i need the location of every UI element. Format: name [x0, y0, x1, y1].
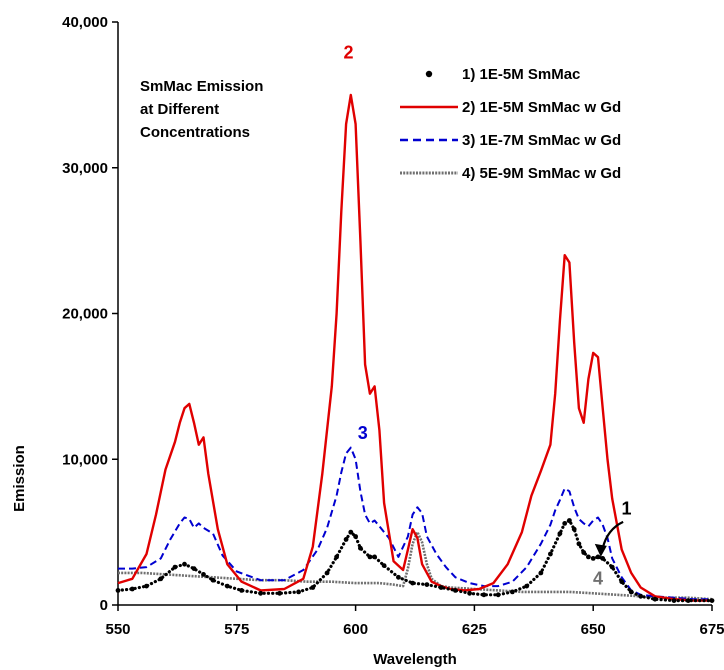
- series-1-point: [581, 550, 587, 555]
- peak-label-2: 2: [343, 42, 353, 62]
- legend-item-2: 2) 1E-5M SmMac w Gd: [400, 99, 621, 116]
- series-1-point: [324, 570, 330, 576]
- series-1-point: [609, 564, 615, 570]
- x-tick-label: 550: [105, 621, 130, 638]
- series-1-point: [277, 590, 282, 596]
- inset-line-3: Concentrations: [140, 124, 250, 141]
- series-1-point: [224, 583, 230, 589]
- series-1-point: [709, 598, 715, 603]
- axes: 0 10,000 20,000 30,000 40,000 550 575 600 625 65…: [62, 14, 724, 638]
- series-1-point: [495, 592, 501, 598]
- series-1-point: [619, 579, 625, 585]
- y-axis-title: Emission: [11, 445, 28, 512]
- series-1-point: [372, 554, 377, 560]
- inset-line-1: SmMac Emission: [140, 78, 263, 95]
- series-4-line: [118, 530, 713, 601]
- x-tick-label: 625: [462, 621, 487, 638]
- inset-text: SmMac Emission at Different Concentrations: [140, 78, 263, 141]
- series-4: [118, 530, 713, 601]
- legend: 1) 1E-5M SmMac 2) 1E-5M SmMac w Gd 3) 1E-7…: [400, 66, 621, 182]
- series-1-point: [182, 561, 187, 567]
- series-1-point: [353, 534, 358, 539]
- series-1-point: [595, 554, 601, 560]
- y-tick-label: 30,000: [62, 160, 108, 177]
- series-1-point: [129, 586, 135, 592]
- legend-symbol-1: [425, 70, 433, 78]
- series-1-point: [358, 545, 363, 551]
- inset-line-2: at Different: [140, 101, 219, 118]
- series-1-point: [210, 577, 216, 583]
- series-1-point: [201, 572, 206, 577]
- series-2-line: [117, 93, 712, 602]
- y-tick-label: 10,000: [62, 451, 108, 468]
- series-1-point: [548, 551, 553, 557]
- series-1: [115, 518, 715, 603]
- series-1-point: [115, 588, 121, 593]
- series-1-point: [671, 598, 677, 603]
- legend-label-2: 2) 1E-5M SmMac w Gd: [462, 99, 621, 116]
- series-1-dotted-line: [116, 518, 714, 603]
- series-1-point: [334, 554, 339, 560]
- series-1-point: [467, 590, 472, 596]
- x-tick-label: 675: [699, 621, 724, 638]
- x-ticks: 550 575 600 625 650 675: [105, 605, 724, 638]
- series-1-point: [638, 593, 644, 599]
- y-ticks: 0 10,000 20,000 30,000 40,000: [62, 14, 118, 614]
- series-1-point: [685, 598, 691, 603]
- y-tick-label: 40,000: [62, 14, 108, 31]
- series-1-point: [510, 589, 515, 595]
- legend-label-3: 3) 1E-7M SmMac w Gd: [462, 132, 621, 149]
- series-1-point: [158, 576, 164, 582]
- legend-item-1: 1) 1E-5M SmMac: [425, 66, 580, 83]
- series-1-point: [367, 554, 373, 560]
- peak-annotations: 2 3 1 4: [343, 42, 631, 588]
- series-1-point: [453, 588, 458, 593]
- series-1-point: [296, 589, 301, 595]
- series-2: [117, 93, 712, 602]
- series-1-point: [538, 570, 544, 576]
- series-1-point: [438, 585, 444, 590]
- series-1-point: [396, 574, 401, 580]
- x-tick-label: 575: [224, 621, 249, 638]
- x-tick-label: 650: [581, 621, 606, 638]
- series-1-point: [258, 590, 263, 596]
- series-1-point: [567, 518, 572, 523]
- y-tick-label: 0: [100, 597, 108, 614]
- legend-label-4: 4) 5E-9M SmMac w Gd: [462, 165, 621, 182]
- series-1-point: [586, 554, 591, 560]
- legend-label-1: 1) 1E-5M SmMac: [462, 66, 580, 83]
- series-1-point: [239, 588, 245, 593]
- legend-item-4: 4) 5E-9M SmMac w Gd: [400, 165, 621, 182]
- series-1-point: [557, 531, 563, 536]
- series-1-point: [348, 529, 354, 535]
- series-1-point: [628, 589, 634, 595]
- series-1-point: [524, 583, 530, 589]
- series-1-point: [381, 563, 387, 568]
- series-1-point: [410, 580, 415, 586]
- series-1-point: [590, 556, 596, 561]
- series-1-point: [562, 521, 568, 526]
- series-1-point: [310, 585, 316, 590]
- peak-label-4: 4: [593, 569, 603, 589]
- peak-label-3: 3: [358, 423, 368, 443]
- legend-item-3: 3) 1E-7M SmMac w Gd: [400, 132, 621, 149]
- x-tick-label: 600: [343, 621, 368, 638]
- series-1-point: [144, 583, 149, 589]
- series-1-point: [424, 582, 430, 587]
- series-1-point: [343, 537, 349, 542]
- series-1-point: [191, 566, 197, 571]
- series-1-point: [600, 556, 606, 561]
- series-1-point: [576, 541, 582, 547]
- series-1-point: [481, 592, 487, 598]
- arrow-1-head-icon: [594, 543, 607, 557]
- series-1-point: [652, 596, 658, 602]
- y-tick-label: 20,000: [62, 306, 108, 323]
- x-axis-title: Wavelength: [373, 651, 457, 668]
- series-1-point: [571, 526, 577, 532]
- series-1-point: [172, 564, 178, 570]
- peak-label-1: 1: [621, 499, 631, 519]
- series-group: [115, 93, 715, 603]
- arrow-1-icon: [601, 520, 624, 549]
